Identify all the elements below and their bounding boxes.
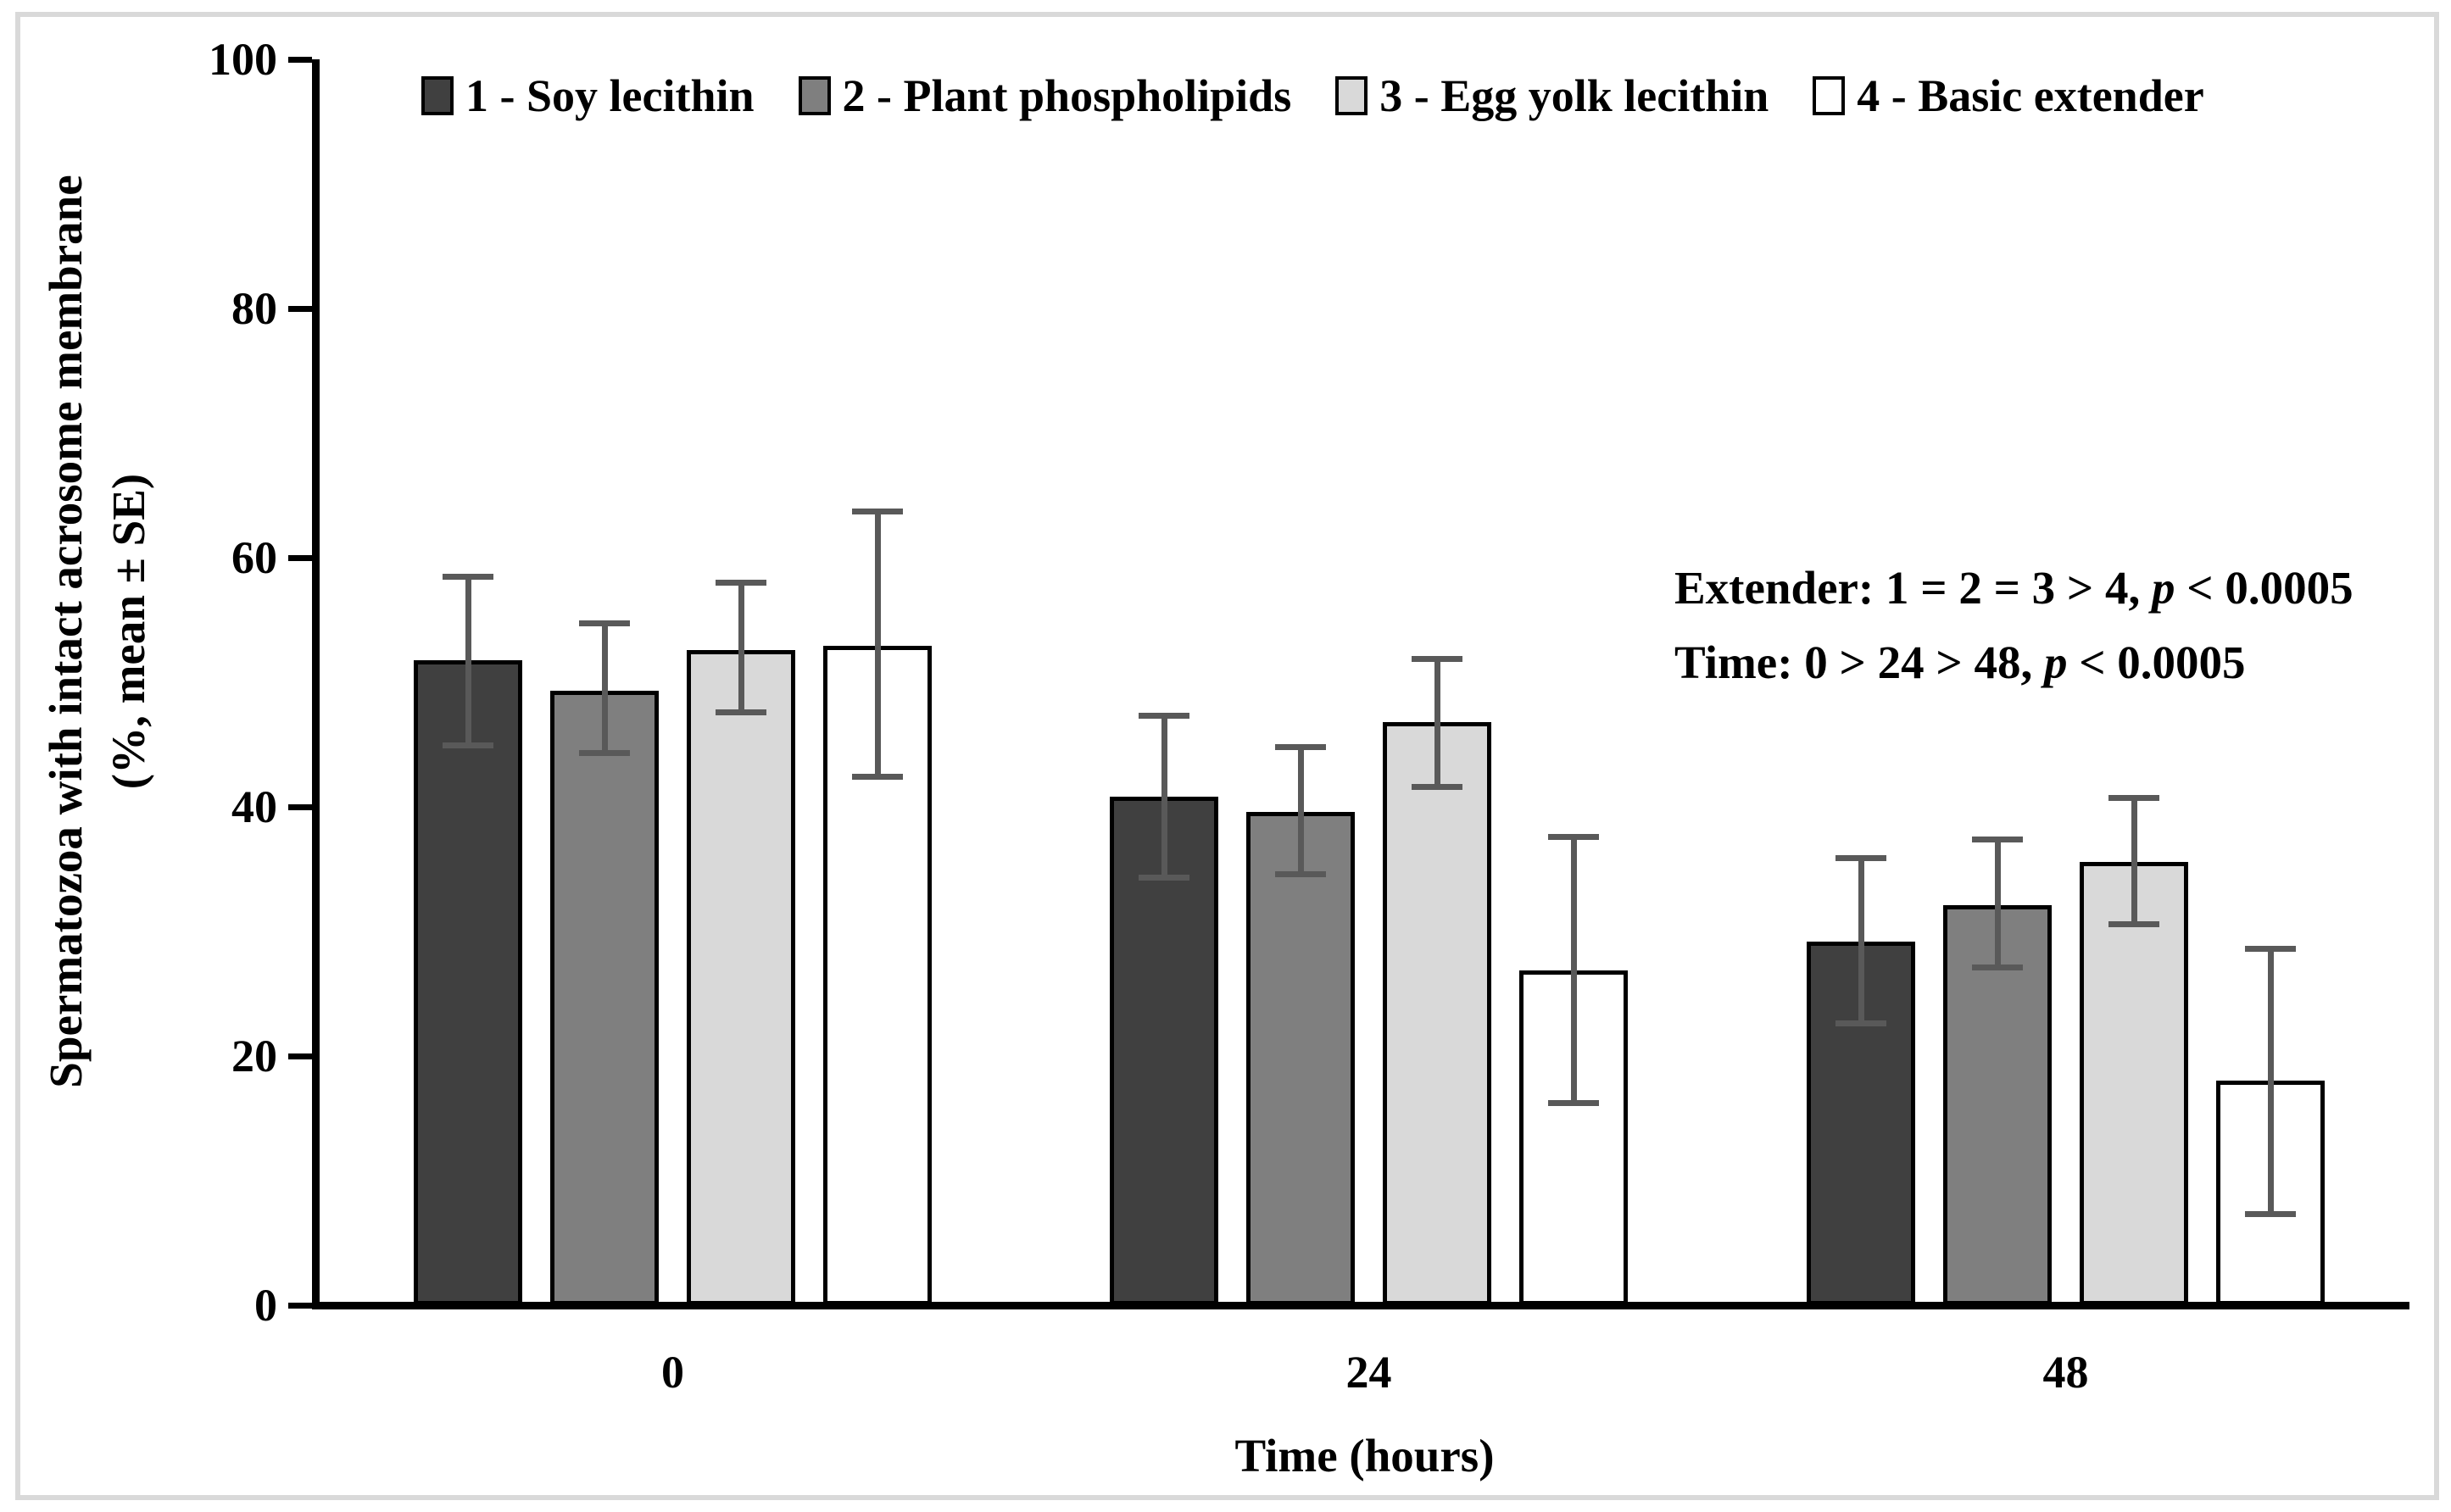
- error-bar-cap-top: [716, 579, 766, 586]
- legend-swatch-icon: [1335, 76, 1368, 115]
- plot-area: 0 20 40 60 80 100: [209, 34, 2409, 1331]
- error-bar-cap-bottom: [443, 742, 493, 749]
- legend-item-1: 1 - Soy lecithin: [421, 69, 755, 122]
- legend-item-4: 4 - Basic extender: [1813, 69, 2204, 122]
- error-bar-line: [465, 576, 471, 746]
- bar-series1-t0: [414, 659, 522, 1305]
- error-bar-cap-bottom: [2108, 920, 2159, 927]
- error-bar-line: [874, 511, 881, 777]
- error-bar-cap-bottom: [2245, 1211, 2296, 1218]
- error-bar-cap-bottom: [852, 774, 903, 781]
- error-bar-cap-bottom: [1548, 1100, 1599, 1107]
- y-tick-mark: [288, 1053, 312, 1059]
- x-tick-label: 0: [661, 1347, 684, 1398]
- legend-swatch-icon: [798, 76, 831, 115]
- y-tick-label: 100: [209, 34, 277, 85]
- error-bar-cap-bottom: [579, 750, 630, 757]
- bar-series2-t48: [1943, 905, 2052, 1305]
- error-bar-line: [1161, 715, 1167, 878]
- bar-series1-t24: [1110, 797, 1218, 1305]
- bar-series2-t24: [1246, 811, 1355, 1305]
- error-bar-cap-bottom: [1835, 1020, 1886, 1027]
- p-italic: p: [2043, 636, 2068, 688]
- x-axis-title: Time (hours): [1234, 1430, 1495, 1481]
- bar-series3-t24: [1383, 722, 1491, 1305]
- legend-label: 4 - Basic extender: [1857, 70, 2204, 121]
- stats-annotation-line1: Extender: 1 = 2 = 3 > 4, p < 0.0005: [1674, 562, 2354, 614]
- y-tick-label: 40: [231, 781, 277, 832]
- error-bar-cap-top: [1835, 854, 1886, 861]
- error-bar-cap-top: [1412, 655, 1462, 662]
- figure-border: [15, 12, 2439, 1500]
- error-bar-line: [2131, 798, 2137, 925]
- error-bar-line: [1858, 858, 1864, 1024]
- y-tick-label: 60: [231, 532, 277, 583]
- error-bar-cap-top: [579, 620, 630, 627]
- y-tick-mark: [288, 803, 312, 810]
- legend-item-2: 2 - Plant phospholipids: [798, 69, 1292, 122]
- y-tick-mark: [288, 1302, 312, 1309]
- error-bar-cap-bottom: [1275, 870, 1326, 877]
- error-bar-line: [601, 623, 608, 753]
- legend-label: 1 - Soy lecithin: [465, 70, 755, 121]
- x-tick-label: 48: [2042, 1347, 2089, 1398]
- legend: 1 - Soy lecithin 2 - Plant phospholipids 3…: [421, 69, 2204, 122]
- p-italic: p: [2152, 562, 2175, 614]
- y-tick-mark: [288, 554, 312, 561]
- error-bar-line: [738, 582, 744, 713]
- stats-annotation-line2: Time: 0 > 24 > 48, p < 0.0005: [1674, 636, 2246, 688]
- error-bar-line: [1994, 839, 2001, 968]
- legend-item-3: 3 - Egg yolk lecithin: [1335, 69, 1769, 122]
- bar-series2-t0: [550, 691, 659, 1305]
- error-bar-cap-top: [1972, 836, 2023, 842]
- legend-swatch-icon: [1813, 76, 1846, 115]
- error-bar-cap-top: [1139, 713, 1189, 720]
- stats-annotation: Extender: 1 = 2 = 3 > 4, p < 0.0005 Time…: [1674, 551, 2354, 700]
- error-bar-cap-bottom: [1972, 964, 2023, 971]
- error-bar-cap-bottom: [1412, 783, 1462, 790]
- error-bar-cap-top: [1275, 743, 1326, 750]
- legend-label: 3 - Egg yolk lecithin: [1379, 70, 1769, 121]
- x-tick-label: 24: [1345, 1347, 1392, 1398]
- y-tick-mark: [288, 56, 312, 63]
- legend-label: 2 - Plant phospholipids: [842, 70, 1292, 121]
- error-bar-line: [1570, 837, 1577, 1103]
- y-tick-label: 0: [254, 1280, 277, 1331]
- error-bar-cap-bottom: [1139, 875, 1189, 881]
- error-bar-cap-top: [1548, 833, 1599, 840]
- y-tick-label: 80: [231, 283, 277, 334]
- error-bar-cap-top: [2245, 946, 2296, 953]
- error-bar-line: [1297, 747, 1304, 875]
- error-bar-cap-top: [852, 509, 903, 515]
- x-axis-line: [312, 1302, 2409, 1309]
- error-bar-line: [1434, 659, 1440, 787]
- legend-swatch-icon: [421, 76, 454, 115]
- y-axis-line: [312, 59, 320, 1309]
- y-axis-title-line1: Spermatozoa with intact acrosome membran…: [40, 175, 92, 1088]
- bar-series3-t0: [687, 649, 795, 1305]
- error-bar-cap-top: [443, 573, 493, 580]
- error-bar-cap-top: [2108, 795, 2159, 802]
- error-bar-cap-bottom: [716, 709, 766, 715]
- error-bar-line: [2267, 948, 2274, 1215]
- y-tick-mark: [288, 305, 312, 312]
- bar-series3-t48: [2080, 861, 2188, 1305]
- y-tick-label: 20: [231, 1031, 277, 1081]
